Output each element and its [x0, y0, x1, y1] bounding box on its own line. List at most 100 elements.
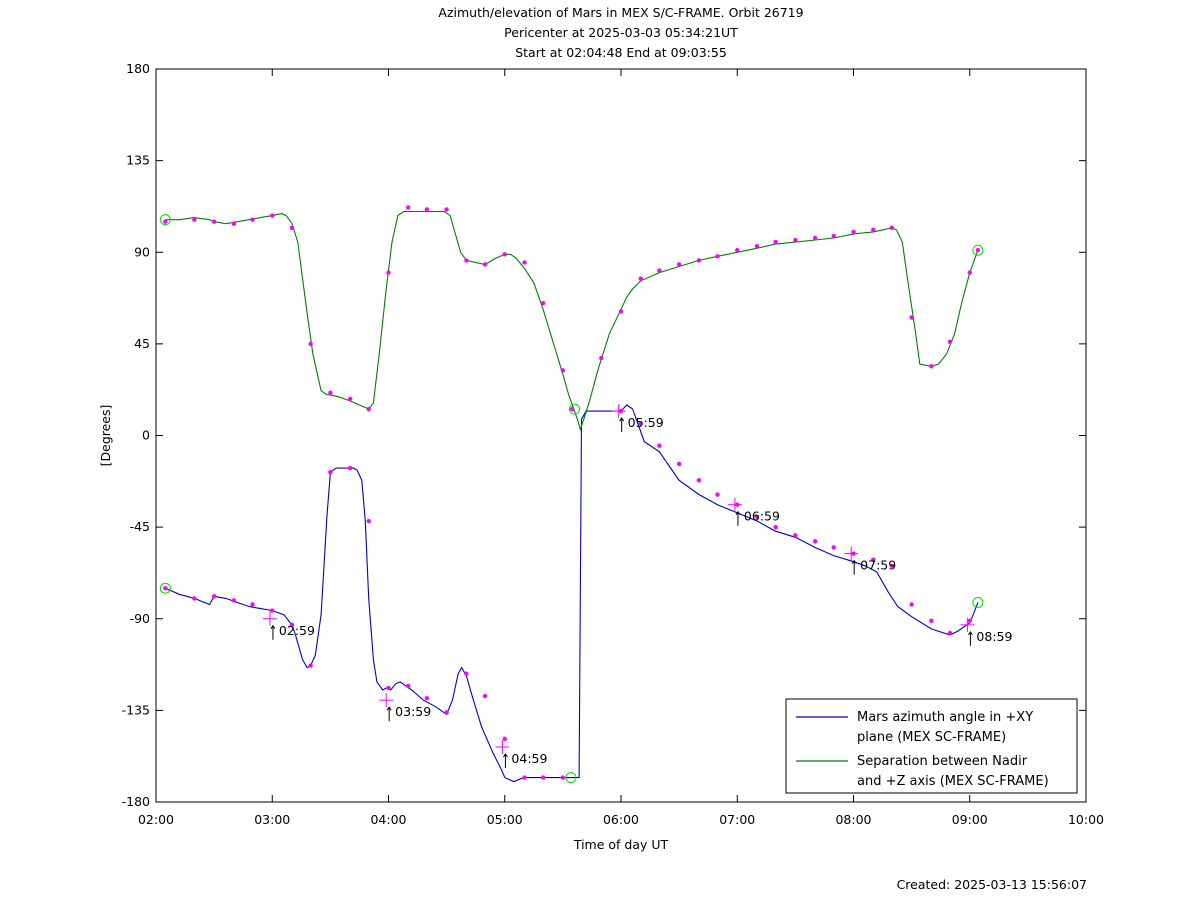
data-point	[231, 598, 237, 603]
x-axis-label: Time of day UT	[573, 837, 669, 852]
legend-label: Mars azimuth angle in +XY	[857, 710, 1033, 725]
x-tick-label: 04:00	[370, 812, 406, 827]
data-point	[211, 594, 217, 599]
x-tick-label: 03:00	[254, 812, 290, 827]
data-point	[289, 225, 295, 231]
data-point	[540, 300, 546, 306]
y-tick-label: 90	[134, 244, 150, 259]
y-tick-label: -90	[130, 611, 150, 626]
data-point	[192, 217, 197, 222]
annotation-arrowhead	[270, 624, 276, 630]
data-point	[163, 586, 168, 591]
data-point	[929, 364, 934, 369]
title-line: Azimuth/elevation of Mars in MEX S/C-FRA…	[438, 5, 803, 20]
data-point	[871, 557, 876, 562]
y-tick-label: 180	[126, 61, 150, 76]
time-annotation: 04:59	[495, 740, 547, 769]
data-point	[270, 608, 275, 613]
time-annotation: 06:59	[727, 497, 780, 526]
data-point	[289, 622, 295, 628]
data-point	[270, 213, 275, 218]
data-point	[540, 775, 546, 780]
data-point	[657, 268, 662, 273]
legend: Mars azimuth angle in +XY plane (MEX SC-F…	[785, 698, 1078, 794]
data-point	[386, 270, 391, 275]
data-point	[599, 355, 604, 361]
y-tick-label: 135	[126, 153, 150, 168]
annotation-arrowhead	[735, 510, 741, 516]
y-tick-label: 0	[142, 428, 150, 443]
annotation-label: 02:59	[279, 623, 315, 638]
data-point	[618, 309, 624, 314]
data-point	[793, 237, 798, 243]
data-point	[889, 563, 895, 569]
annotation-label: 04:59	[511, 751, 547, 766]
data-point	[793, 533, 798, 538]
data-point	[502, 736, 507, 742]
endpoint-marker	[159, 214, 171, 226]
y-axis-label: [Degrees]	[98, 405, 113, 467]
legend-box	[785, 698, 1078, 794]
data-point	[464, 671, 469, 676]
data-point	[308, 341, 313, 347]
title-line: Pericenter at 2025-03-03 05:34:21UT	[504, 25, 738, 40]
data-point	[812, 539, 818, 544]
data-point	[715, 492, 720, 497]
data-point	[831, 233, 836, 239]
y-tick-label: -180	[122, 794, 150, 809]
data-point	[328, 390, 333, 395]
annotations: 02:59 03:59 04:59 05:59 06:59 07:59 08:59	[262, 404, 1012, 769]
annotation-arrowhead	[386, 706, 392, 711]
data-point	[696, 258, 702, 263]
data-point	[522, 775, 527, 780]
data-point	[424, 207, 430, 212]
title-line: Start at 02:04:48 End at 09:03:55	[515, 45, 727, 60]
data-point	[975, 248, 981, 253]
data-point	[871, 227, 876, 233]
data-point	[831, 545, 836, 550]
legend-label: Separation between Nadir	[857, 754, 1028, 769]
data-point	[754, 514, 760, 520]
data-point	[522, 260, 527, 265]
annotation-label: 07:59	[860, 558, 896, 573]
y-tick-label: 45	[134, 336, 150, 351]
time-annotation: 03:59	[379, 693, 431, 722]
data-point	[967, 270, 972, 275]
data-point	[851, 229, 856, 235]
annotation-label: 05:59	[628, 415, 664, 430]
data-point	[424, 695, 430, 701]
x-tick-label: 10:00	[1068, 812, 1104, 827]
x-tick-label: 08:00	[835, 812, 871, 827]
data-point	[250, 217, 255, 222]
data-point	[929, 618, 934, 623]
data-point	[386, 685, 391, 691]
data-point	[676, 262, 682, 267]
x-tick-label: 07:00	[719, 812, 755, 827]
data-point	[231, 221, 237, 226]
data-point	[947, 630, 953, 636]
data-point	[773, 239, 778, 245]
legend-label: and +Z axis (MEX SC-FRAME)	[857, 774, 1049, 789]
endpoint-marker	[565, 772, 577, 784]
endpoint-marker	[569, 403, 580, 415]
data-point	[754, 243, 760, 249]
plot-area	[159, 205, 984, 784]
endpoint-marker	[972, 244, 984, 256]
annotation-label: 03:59	[395, 704, 431, 719]
endpoint-marker	[159, 582, 171, 594]
data-point	[308, 663, 313, 668]
plot-frame	[155, 68, 1087, 803]
data-point	[569, 406, 575, 412]
axes: 02:00 03:00 04:00 05:00 06:00 07:00 08:00 09:00…	[98, 61, 1104, 852]
endpoint-marker	[972, 596, 984, 608]
data-point	[502, 252, 507, 257]
data-point	[328, 469, 333, 475]
annotation-arrowhead	[503, 753, 508, 758]
data-point	[406, 205, 411, 210]
x-tick-label: 02:00	[138, 812, 174, 827]
data-point	[192, 596, 197, 601]
annotation-arrowhead	[619, 417, 625, 422]
data-point	[464, 258, 469, 263]
data-point	[444, 207, 449, 212]
data-point	[696, 478, 702, 483]
